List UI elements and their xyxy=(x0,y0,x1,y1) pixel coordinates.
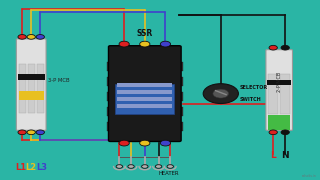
Circle shape xyxy=(27,130,35,135)
Bar xyxy=(37,64,44,113)
Bar xyxy=(107,122,110,131)
Circle shape xyxy=(269,45,277,50)
Circle shape xyxy=(128,165,134,168)
Circle shape xyxy=(119,140,129,146)
Bar xyxy=(107,92,110,101)
Text: 3-P MCB: 3-P MCB xyxy=(48,78,70,83)
Bar xyxy=(107,77,110,86)
Bar xyxy=(107,62,110,71)
Bar xyxy=(107,107,110,116)
Text: 2-P MCB: 2-P MCB xyxy=(277,72,282,92)
Bar xyxy=(179,77,183,86)
Circle shape xyxy=(18,35,26,39)
Text: SELECTOR: SELECTOR xyxy=(240,85,268,90)
Bar xyxy=(19,91,44,100)
Bar xyxy=(117,90,172,94)
Bar xyxy=(280,74,290,114)
Text: L3: L3 xyxy=(36,163,47,172)
Circle shape xyxy=(141,165,148,168)
Text: L1: L1 xyxy=(15,163,26,172)
Circle shape xyxy=(160,140,171,146)
Circle shape xyxy=(140,140,150,146)
Circle shape xyxy=(156,165,162,168)
Bar xyxy=(179,92,183,101)
Bar xyxy=(268,74,278,114)
Circle shape xyxy=(119,41,129,47)
Text: solsolis.in: solsolis.in xyxy=(302,174,317,178)
Text: N: N xyxy=(281,150,289,159)
Bar xyxy=(117,97,172,101)
Bar xyxy=(19,64,26,113)
Circle shape xyxy=(203,84,238,103)
Circle shape xyxy=(269,130,277,135)
Text: HEATER: HEATER xyxy=(158,171,179,176)
Text: SWITCH: SWITCH xyxy=(240,97,262,102)
Bar xyxy=(179,122,183,131)
Circle shape xyxy=(36,35,44,39)
Circle shape xyxy=(213,89,229,98)
Circle shape xyxy=(116,165,123,168)
Circle shape xyxy=(18,130,26,135)
Bar xyxy=(18,74,45,80)
Circle shape xyxy=(140,41,150,47)
Bar xyxy=(117,83,172,87)
Circle shape xyxy=(160,41,171,47)
Circle shape xyxy=(281,45,289,50)
Bar xyxy=(267,80,291,85)
FancyBboxPatch shape xyxy=(266,50,292,130)
Circle shape xyxy=(167,165,173,168)
Text: L2: L2 xyxy=(26,163,37,172)
Bar xyxy=(115,84,174,114)
Bar xyxy=(179,107,183,116)
Circle shape xyxy=(36,130,44,135)
Text: SSR: SSR xyxy=(137,29,153,38)
Bar xyxy=(28,64,35,113)
Circle shape xyxy=(281,130,289,135)
Circle shape xyxy=(27,35,35,39)
FancyBboxPatch shape xyxy=(108,46,181,141)
Bar xyxy=(179,62,183,71)
Bar xyxy=(268,115,290,130)
FancyBboxPatch shape xyxy=(16,39,46,130)
Text: L: L xyxy=(270,150,276,159)
Bar xyxy=(117,104,172,108)
